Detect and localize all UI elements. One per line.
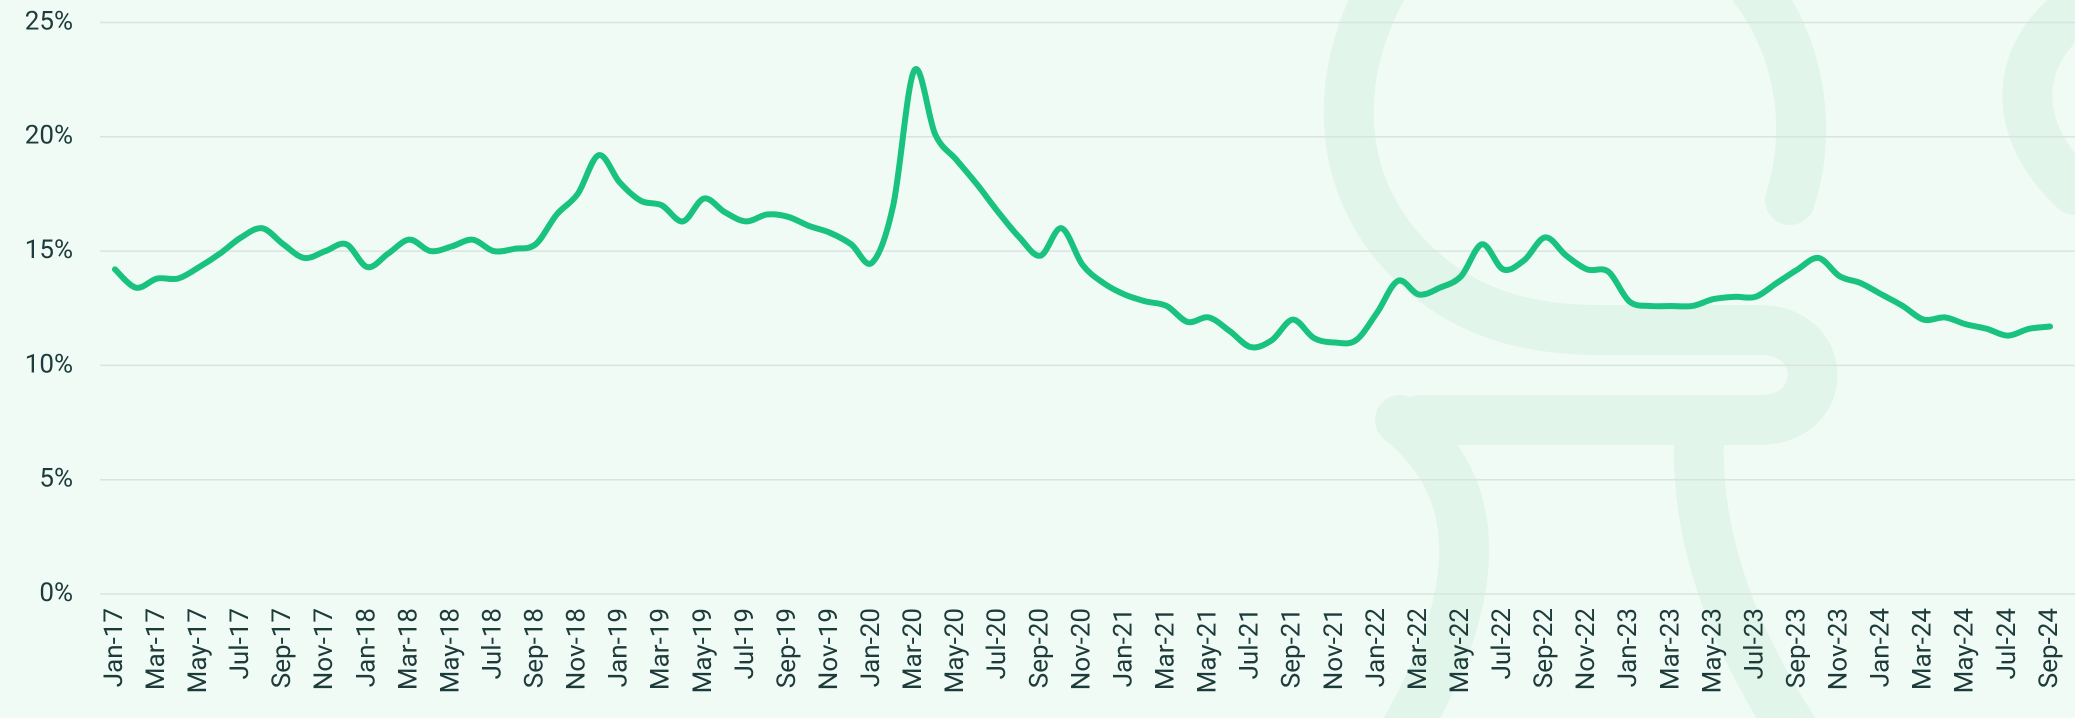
x-tick-label: Mar-24 [1908,608,1938,690]
x-tick-label: Jan-17 [99,608,129,687]
x-tick-label: Mar-19 [646,608,676,690]
x-tick-label: May-17 [183,608,213,693]
x-tick-label: Jan-21 [1108,608,1138,687]
x-tick-label: Nov-20 [1066,608,1096,690]
y-tick-label: 25% [25,6,73,36]
x-tick-label: Jul-20 [982,608,1012,679]
x-tick-label: May-19 [688,608,718,693]
x-tick-label: Sep-20 [1024,608,1054,688]
x-tick-label: Mar-21 [1151,608,1181,690]
x-tick-label: Jan-22 [1361,608,1391,687]
x-tick-label: Sep-17 [267,608,297,688]
x-tick-label: Sep-19 [772,608,802,688]
x-tick-label: Mar-17 [141,608,171,690]
x-tick-label: Mar-23 [1655,608,1685,690]
x-tick-label: Jan-18 [351,608,381,687]
x-tick-label: Jul-17 [225,608,255,679]
y-tick-label: 15% [25,235,73,265]
x-tick-label: Jan-19 [604,608,634,687]
x-tick-label: May-22 [1445,608,1475,693]
x-tick-label: May-18 [435,608,465,693]
x-tick-label: Jan-20 [856,608,886,687]
x-tick-label: May-23 [1697,608,1727,693]
x-tick-label: Nov-23 [1824,608,1854,690]
x-tick-label: Sep-21 [1277,608,1307,688]
x-tick-label: Jul-24 [1992,608,2022,680]
x-tick-label: Jan-23 [1613,608,1643,687]
y-tick-label: 10% [25,349,73,379]
x-tick-label: Jul-18 [477,608,507,679]
x-tick-label: Mar-22 [1403,608,1433,690]
plot-area [112,66,2053,351]
x-tick-label: Jul-21 [1235,608,1265,679]
x-tick-label: Nov-19 [814,608,844,690]
x-tick-label: Mar-18 [393,608,423,690]
y-tick-label: 5% [39,464,73,494]
x-tick-label: Nov-22 [1571,608,1601,690]
x-tick-label: Mar-20 [898,608,928,690]
x-tick-label: Sep-22 [1529,608,1559,688]
x-tick-label: Jan-24 [1866,608,1896,688]
y-tick-label: 0% [39,578,73,608]
x-tick-label: Sep-24 [2034,608,2064,689]
x-tick-label: May-24 [1950,608,1980,694]
x-tick-label: Jul-23 [1739,608,1769,679]
x-tick-label: Sep-18 [520,608,550,688]
x-tick-label: Jul-22 [1487,608,1517,679]
x-tick-label: Jul-19 [730,608,760,679]
axes: 0% 5% 10% 15% 20% 25% Jan-17 Mar-17 May-17 Jul-17… [25,6,2075,693]
x-tick-label: May-20 [940,608,970,693]
background-decoration [1323,0,2075,718]
x-tick-label: Nov-17 [309,608,339,690]
data-line [112,66,2053,351]
x-tick-label: Nov-18 [562,608,592,690]
x-tick-label: Sep-23 [1781,608,1811,688]
x-tick-label: May-21 [1193,608,1223,693]
y-tick-label: 20% [25,121,73,151]
x-tick-label: Nov-21 [1319,608,1349,690]
